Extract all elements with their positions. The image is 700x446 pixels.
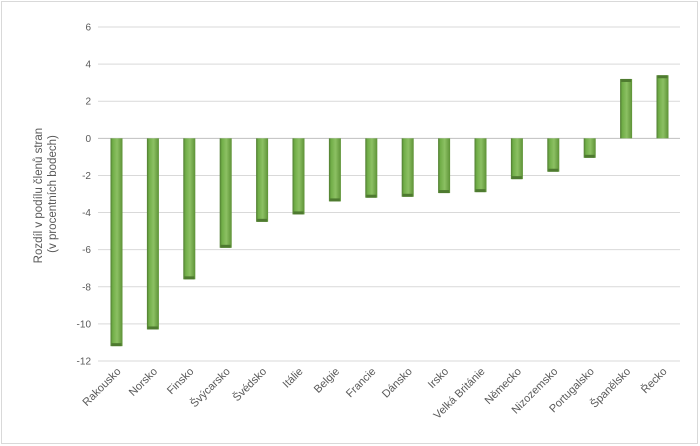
y-tick-label: 0 bbox=[85, 134, 91, 145]
x-category-label: Švédsko bbox=[230, 365, 269, 404]
bar-end-cap bbox=[439, 190, 450, 194]
y-tick-label: -12 bbox=[77, 357, 92, 368]
bar-end-cap bbox=[584, 154, 595, 158]
bar bbox=[292, 138, 305, 215]
y-tick-label: 2 bbox=[85, 97, 91, 108]
bar-end-cap bbox=[293, 211, 304, 215]
bar-end-cap bbox=[621, 78, 632, 82]
x-category-label: Španělsko bbox=[588, 365, 634, 411]
x-category-label: Belgie bbox=[312, 366, 342, 396]
bar-end-cap bbox=[329, 198, 340, 202]
x-category-label: Dánsko bbox=[380, 366, 415, 401]
bar bbox=[146, 138, 159, 330]
y-axis-ticks: -12 -10 -8 -6 -4 -2 0 2 4 6 bbox=[77, 23, 92, 368]
bar-end-cap bbox=[548, 168, 559, 172]
y-axis-label-line-1: Rozdíl v podílu členů stran bbox=[33, 128, 45, 264]
x-category-label: Norsko bbox=[127, 366, 160, 399]
y-tick-label: -2 bbox=[82, 171, 91, 182]
x-category-label: Itálie bbox=[281, 366, 306, 391]
bar-end-cap bbox=[111, 343, 122, 347]
bar bbox=[328, 138, 341, 202]
y-tick-label: -10 bbox=[77, 319, 92, 330]
bar bbox=[620, 78, 633, 139]
bar-end-cap bbox=[366, 194, 377, 198]
bar bbox=[583, 138, 596, 158]
y-tick-label: 6 bbox=[85, 23, 91, 34]
bar bbox=[256, 138, 269, 222]
bar-end-cap bbox=[147, 326, 158, 330]
bar-end-cap bbox=[402, 193, 413, 197]
bar bbox=[656, 75, 669, 139]
x-category-label: Irsko bbox=[426, 366, 451, 391]
bar bbox=[183, 138, 196, 280]
bar-end-cap bbox=[184, 276, 195, 280]
bar bbox=[474, 138, 487, 193]
y-axis-label: Rozdíl v podílu členů stran (v procentní… bbox=[33, 125, 59, 264]
bar bbox=[110, 138, 123, 347]
bar bbox=[219, 138, 232, 248]
bar bbox=[401, 138, 414, 197]
x-category-label: Finsko bbox=[165, 366, 196, 397]
y-axis-label-line-2: (v procentních bodech) bbox=[47, 135, 59, 253]
bar bbox=[438, 138, 451, 194]
bar-end-cap bbox=[511, 176, 522, 180]
bar-end-cap bbox=[257, 218, 268, 222]
x-category-label: Rakousko bbox=[81, 366, 124, 409]
x-category-label: Řecko bbox=[638, 365, 669, 396]
bar-end-cap bbox=[475, 189, 486, 193]
bar bbox=[547, 138, 560, 172]
y-tick-label: -8 bbox=[82, 282, 91, 293]
bar-end-cap bbox=[657, 75, 668, 79]
x-category-label: Švýcarsko bbox=[188, 365, 233, 410]
bar bbox=[510, 138, 523, 180]
y-tick-label: -4 bbox=[82, 208, 91, 219]
y-tick-label: 4 bbox=[85, 60, 91, 71]
bar-end-cap bbox=[220, 244, 231, 248]
bars bbox=[110, 75, 669, 347]
bar bbox=[365, 138, 378, 198]
y-tick-label: -6 bbox=[82, 245, 91, 256]
gridlines bbox=[98, 26, 680, 362]
x-category-label: Francie bbox=[344, 366, 378, 400]
